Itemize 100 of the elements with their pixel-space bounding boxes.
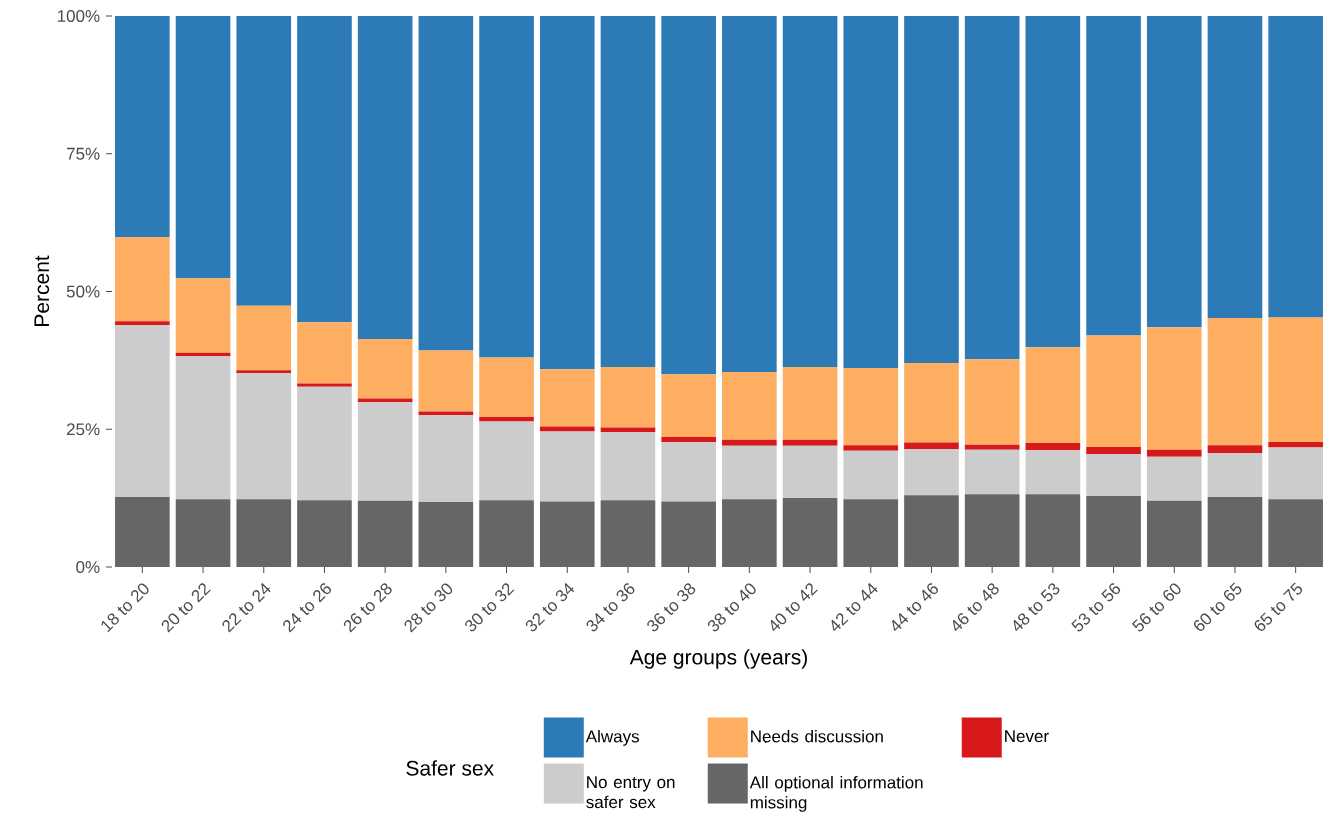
x-tick-label: 46 to 48 <box>952 583 999 631</box>
bar <box>1086 495 1141 567</box>
bar <box>843 15 899 369</box>
bar <box>661 441 716 502</box>
bar <box>1207 317 1263 446</box>
bar <box>1025 450 1081 495</box>
bar <box>964 449 1020 495</box>
bar <box>539 369 595 427</box>
x-tick-label: 44 to 46 <box>892 583 938 631</box>
bar <box>843 450 899 500</box>
x-tick-label: 28 to 30 <box>404 583 453 633</box>
bar <box>782 498 838 567</box>
bar <box>1086 335 1141 447</box>
x-tick-label: 22 to 24 <box>222 582 271 633</box>
bar <box>904 15 959 364</box>
bar <box>964 444 1020 450</box>
legend-label: All optional information missing <box>749 775 923 812</box>
bar <box>1146 449 1202 457</box>
legend-label: Never <box>1005 730 1049 743</box>
bar <box>1268 15 1323 318</box>
bar <box>1146 327 1202 450</box>
bar <box>297 500 352 567</box>
bar <box>1025 15 1081 348</box>
y-tick-label: 100% <box>57 9 100 23</box>
bar <box>539 501 595 567</box>
bar <box>1025 347 1081 444</box>
x-tick-label: 36 to 38 <box>647 583 696 632</box>
x-tick-label: 48 to 53 <box>1013 583 1060 631</box>
bar <box>1207 445 1263 453</box>
bar <box>115 321 170 326</box>
bar <box>1086 446 1141 455</box>
x-tick-label: 30 to 32 <box>465 583 515 632</box>
bar <box>1146 500 1202 567</box>
bar <box>479 15 534 358</box>
bar <box>236 499 292 567</box>
bar <box>297 386 352 501</box>
bar <box>539 426 595 432</box>
bar <box>539 431 595 502</box>
bar <box>722 499 777 567</box>
y-tick-label: 0% <box>76 560 100 574</box>
bar <box>904 495 959 567</box>
bar <box>722 445 777 500</box>
bar <box>1268 499 1323 567</box>
bar <box>1268 317 1323 442</box>
bar <box>479 500 534 567</box>
x-tick-label: 32 to 34 <box>525 582 575 632</box>
x-tick-label: 65 to 75 <box>1254 582 1303 631</box>
bar <box>418 501 474 567</box>
x-tick-label: 38 to 40 <box>707 583 756 632</box>
x-tick-label: 40 to 42 <box>770 583 818 631</box>
bar <box>479 357 534 418</box>
x-axis-title: Age groups (years) <box>629 649 807 669</box>
bar <box>357 398 413 403</box>
bar <box>297 383 352 387</box>
bar <box>843 499 899 567</box>
bar <box>1146 15 1202 328</box>
legend-label: No entry on safer sex <box>586 776 675 809</box>
bar <box>1207 15 1263 318</box>
bar <box>661 374 716 437</box>
bar <box>115 497 170 567</box>
bar <box>843 445 899 451</box>
bar <box>600 500 656 567</box>
x-tick-label: 34 to 36 <box>586 583 635 632</box>
bar <box>904 449 959 496</box>
bar <box>236 305 292 371</box>
bar <box>904 363 959 443</box>
bar <box>236 373 292 500</box>
bar <box>1268 441 1323 448</box>
y-tick-label: 25% <box>66 423 100 436</box>
bar <box>1086 15 1141 336</box>
bar <box>418 411 474 415</box>
bar <box>600 15 656 367</box>
bar <box>1025 494 1081 567</box>
bar <box>418 350 474 412</box>
x-tick-label: 60 to 65 <box>1193 582 1242 631</box>
bar <box>115 325 170 498</box>
bar <box>236 370 292 374</box>
bar <box>964 494 1020 567</box>
bar <box>1025 443 1081 451</box>
bar <box>661 501 716 567</box>
bar <box>600 432 656 501</box>
legend-title: Safer sex <box>406 760 494 776</box>
x-tick-label: 42 to 44 <box>831 582 878 631</box>
bar <box>357 15 413 339</box>
bar <box>175 15 231 279</box>
bar <box>115 15 170 237</box>
bar <box>297 15 352 323</box>
bar <box>418 15 474 351</box>
x-tick-label: 20 to 22 <box>161 583 211 633</box>
bar <box>1268 447 1323 500</box>
x-tick-label: 56 to 60 <box>1131 583 1181 632</box>
bar <box>479 421 534 501</box>
x-tick-label: 26 to 28 <box>343 583 392 633</box>
bar <box>357 338 413 399</box>
y-tick-label: 75% <box>66 147 100 160</box>
bar <box>175 499 231 567</box>
bar <box>904 442 959 450</box>
bar <box>600 366 656 428</box>
bar <box>175 278 231 353</box>
bar <box>782 15 838 367</box>
